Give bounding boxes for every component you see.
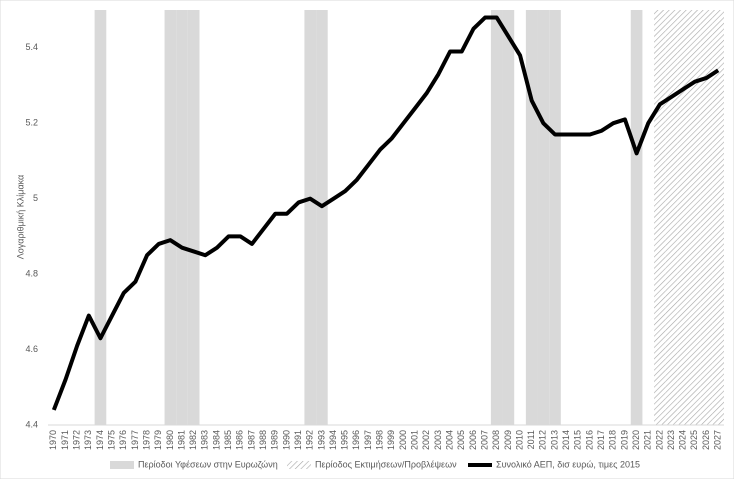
- x-tick-label: 1979: [153, 430, 163, 450]
- x-tick-label: 2022: [654, 430, 664, 450]
- x-tick-label: 2006: [468, 430, 478, 450]
- x-tick-label: 2013: [549, 430, 559, 450]
- x-tick-label: 2005: [456, 430, 466, 450]
- y-axis-label: Λογαριθμική Κλίμακα: [15, 175, 25, 260]
- legend-label: Περίοδοι Υφέσεων στην Ευρωζώνη: [138, 459, 278, 469]
- y-tick-label: 5: [33, 193, 38, 203]
- x-tick-label: 1974: [95, 430, 105, 450]
- x-tick-label: 1997: [363, 430, 373, 450]
- x-tick-label: 2018: [608, 430, 618, 450]
- y-tick-label: 5.4: [25, 42, 38, 52]
- x-tick-label: 1991: [293, 430, 303, 450]
- x-tick-label: 1977: [130, 430, 140, 450]
- x-tick-label: 1971: [60, 430, 70, 450]
- x-tick-label: 2004: [444, 430, 454, 450]
- period-band: [316, 10, 328, 425]
- period-band: [94, 10, 107, 425]
- x-tick-label: 1992: [305, 430, 315, 450]
- x-tick-label: 1993: [316, 430, 326, 450]
- y-tick-label: 4.8: [25, 268, 38, 278]
- x-tick-label: 2001: [410, 430, 420, 450]
- y-tick-label: 4.4: [25, 419, 38, 429]
- period-band: [689, 10, 701, 425]
- x-tick-label: 1982: [188, 430, 198, 450]
- period-band: [187, 10, 200, 425]
- x-tick-label: 1996: [351, 430, 361, 450]
- legend-label: Συνολικό ΑΕΠ, δισ ευρώ, τιμες 2015: [496, 459, 640, 469]
- x-tick-label: 1975: [106, 430, 116, 450]
- y-tick-label: 5.2: [25, 118, 38, 128]
- x-tick-label: 2007: [479, 430, 489, 450]
- period-band: [654, 10, 666, 425]
- legend-label: Περίοδος Εκτιμήσεων/Προβλέψεων: [315, 459, 457, 469]
- x-tick-label: 2014: [561, 430, 571, 450]
- x-tick-label: 1990: [281, 430, 291, 450]
- gdp-line: [51, 15, 720, 411]
- x-tick-label: 2008: [491, 430, 501, 450]
- x-tick-label: 2016: [584, 430, 594, 450]
- x-tick-label: 2025: [689, 430, 699, 450]
- x-tick-label: 2017: [596, 430, 606, 450]
- period-band: [164, 10, 177, 425]
- x-tick-label: 1999: [386, 430, 396, 450]
- x-tick-label: 2027: [713, 430, 723, 450]
- x-tick-label: 2024: [678, 430, 688, 450]
- x-tick-label: 2021: [643, 430, 653, 450]
- x-tick-label: 1986: [235, 430, 245, 450]
- x-tick-label: 1973: [83, 430, 93, 450]
- x-tick-label: 2000: [398, 430, 408, 450]
- period-band: [700, 10, 713, 425]
- x-tick-label: 2009: [503, 430, 513, 450]
- x-tick-label: 1984: [211, 430, 221, 450]
- period-band: [630, 10, 643, 425]
- x-tick-label: 1998: [375, 430, 385, 450]
- period-band: [549, 10, 561, 425]
- period-band: [712, 10, 724, 425]
- x-tick-label: 2010: [514, 430, 524, 450]
- period-band: [304, 10, 317, 425]
- period-band: [677, 10, 690, 425]
- y-tick-label: 4.6: [25, 344, 38, 354]
- x-tick-label: 2019: [619, 430, 629, 450]
- period-band: [490, 10, 503, 425]
- x-tick-label: 2002: [421, 430, 431, 450]
- period-band: [525, 10, 538, 425]
- x-tick-label: 1988: [258, 430, 268, 450]
- x-tick-label: 2015: [573, 430, 583, 450]
- x-tick-label: 1976: [118, 430, 128, 450]
- x-tick-label: 1978: [141, 430, 151, 450]
- x-tick-label: 2011: [526, 430, 536, 449]
- x-tick-label: 1987: [246, 430, 256, 450]
- x-tick-label: 1994: [328, 430, 338, 450]
- x-tick-label: 1989: [270, 430, 280, 450]
- x-tick-label: 2012: [538, 430, 548, 450]
- legend-swatch: [110, 461, 134, 469]
- period-band: [176, 10, 188, 425]
- x-tick-label: 1972: [72, 430, 82, 450]
- x-tick-label: 1970: [48, 430, 58, 450]
- x-tick-label: 1985: [223, 430, 233, 450]
- x-tick-label: 2020: [631, 430, 641, 450]
- x-tick-label: 1983: [200, 430, 210, 450]
- x-tick-label: 1980: [165, 430, 175, 450]
- period-band: [665, 10, 678, 425]
- x-tick-label: 1995: [340, 430, 350, 450]
- x-tick-label: 2026: [701, 430, 711, 450]
- legend-swatch: [287, 461, 311, 469]
- x-tick-label: 2023: [666, 430, 676, 450]
- period-band: [537, 10, 550, 425]
- x-tick-label: 1981: [176, 430, 186, 450]
- x-tick-label: 2003: [433, 430, 443, 450]
- period-band: [502, 10, 515, 425]
